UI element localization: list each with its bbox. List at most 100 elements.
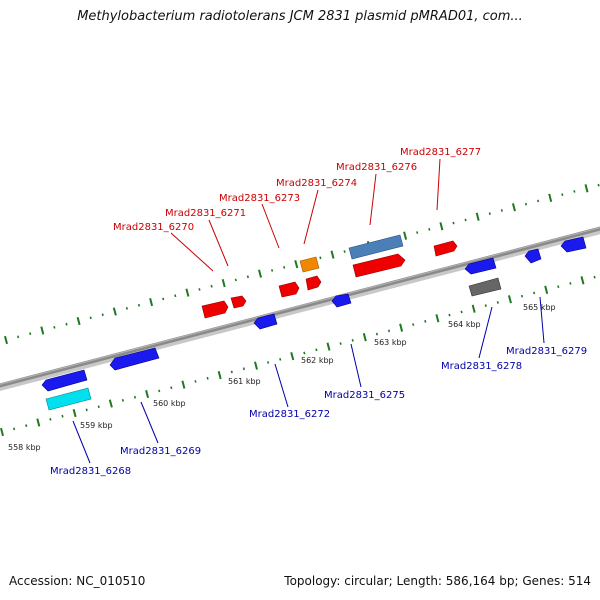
upper-tick-5 bbox=[65, 322, 68, 326]
lower-tick-12 bbox=[145, 389, 150, 399]
gene-mrad2831-6268[interactable] bbox=[41, 369, 88, 392]
gene-label-6275[interactable]: Mrad2831_6275 bbox=[324, 390, 405, 401]
gene-label-6272[interactable]: Mrad2831_6272 bbox=[249, 409, 330, 420]
upper-tick-37 bbox=[452, 221, 455, 225]
lower-tick-11 bbox=[133, 395, 137, 399]
lower-tick-47 bbox=[569, 282, 572, 285]
upper-tick-33 bbox=[403, 231, 408, 240]
upper-tick-40 bbox=[488, 212, 491, 215]
lower-tick-49 bbox=[593, 275, 596, 279]
lower-tick-31 bbox=[375, 332, 378, 336]
lower-tick-24 bbox=[290, 352, 295, 361]
lower-tick-37 bbox=[448, 313, 451, 317]
gene-label-6269[interactable]: Mrad2831_6269 bbox=[120, 446, 201, 457]
gene-label-6268[interactable]: Mrad2831_6268 bbox=[50, 466, 131, 477]
gene-label-6279[interactable]: Mrad2831_6279 bbox=[506, 346, 587, 357]
upper-tick-0 bbox=[4, 335, 8, 345]
gene-mrad2831-6274[interactable] bbox=[305, 275, 322, 291]
lower-tick-34 bbox=[412, 323, 415, 326]
lower-tick-17 bbox=[206, 376, 209, 380]
upper-tick-8 bbox=[101, 313, 104, 317]
lower-tick-20 bbox=[242, 367, 245, 371]
upper-tick-24 bbox=[294, 260, 299, 269]
gene-mrad2831-6270[interactable] bbox=[201, 300, 229, 319]
upper-tick-18 bbox=[221, 278, 226, 288]
upper-tick-15 bbox=[185, 288, 190, 297]
forward-leader-lines bbox=[170, 158, 441, 272]
gene-orange[interactable] bbox=[299, 256, 320, 273]
upper-tick-49 bbox=[597, 183, 600, 187]
gene-label-6276[interactable]: Mrad2831_6276 bbox=[336, 162, 417, 173]
gene-cyan[interactable] bbox=[45, 387, 92, 411]
gene-mrad2831-6273[interactable] bbox=[278, 281, 300, 298]
gene-mrad2831-6276[interactable] bbox=[352, 253, 406, 278]
gene-label-6270[interactable]: Mrad2831_6270 bbox=[113, 222, 194, 233]
upper-scale-track bbox=[4, 183, 600, 345]
upper-tick-41 bbox=[500, 209, 503, 212]
leader-6270 bbox=[170, 232, 214, 272]
gene-gray[interactable] bbox=[468, 277, 502, 297]
gene-label-6278[interactable]: Mrad2831_6278 bbox=[441, 361, 522, 372]
lower-tick-35 bbox=[424, 320, 427, 323]
gene-mrad2831-6275[interactable] bbox=[331, 293, 352, 308]
leader-6275 bbox=[350, 343, 362, 388]
upper-tick-20 bbox=[246, 275, 249, 279]
scale-label-562: 562 kbp bbox=[301, 356, 334, 365]
upper-tick-38 bbox=[464, 218, 467, 222]
upper-tick-46 bbox=[561, 193, 564, 197]
scale-label-561: 561 kbp bbox=[228, 377, 261, 386]
gene-reverse-edge[interactable] bbox=[560, 236, 587, 253]
scale-label-560: 560 kbp bbox=[153, 399, 186, 408]
lower-scale-track bbox=[0, 275, 596, 437]
topology-text: Topology: circular; Length: 586,164 bp; … bbox=[284, 574, 591, 588]
upper-tick-7 bbox=[89, 316, 92, 320]
upper-tick-2 bbox=[29, 332, 32, 336]
gene-label-6277[interactable]: Mrad2831_6277 bbox=[400, 147, 481, 158]
lower-tick-40 bbox=[484, 304, 487, 307]
gene-label-6274[interactable]: Mrad2831_6274 bbox=[276, 178, 357, 189]
leader-6278 bbox=[478, 306, 493, 359]
forward-genes bbox=[201, 234, 458, 319]
gene-label-6273[interactable]: Mrad2831_6273 bbox=[219, 193, 300, 204]
reverse-gene-labels: Mrad2831_6268 Mrad2831_6269 Mrad2831_627… bbox=[50, 346, 587, 477]
gene-mrad2831-6271[interactable] bbox=[230, 295, 247, 309]
upper-tick-9 bbox=[112, 307, 117, 316]
gene-mrad2831-6278[interactable] bbox=[464, 257, 497, 275]
gene-steelblue[interactable] bbox=[348, 234, 404, 260]
gene-label-6271[interactable]: Mrad2831_6271 bbox=[165, 208, 246, 219]
upper-tick-47 bbox=[573, 190, 576, 193]
leader-6276 bbox=[369, 173, 377, 226]
upper-tick-39 bbox=[475, 212, 480, 221]
gene-mrad2831-6277[interactable] bbox=[433, 240, 458, 257]
leader-6272 bbox=[274, 363, 289, 408]
lower-tick-14 bbox=[170, 386, 173, 390]
gene-mrad2831-6279[interactable] bbox=[524, 248, 542, 264]
upper-tick-14 bbox=[174, 294, 177, 298]
upper-tick-3 bbox=[40, 326, 45, 335]
upper-tick-27 bbox=[330, 250, 335, 259]
lower-tick-36 bbox=[435, 314, 440, 323]
scale-label-565: 565 kbp bbox=[523, 303, 556, 312]
gene-mrad2831-6269[interactable] bbox=[109, 347, 160, 371]
scale-label-563: 563 kbp bbox=[374, 338, 407, 347]
lower-tick-27 bbox=[326, 342, 331, 351]
upper-tick-23 bbox=[283, 265, 286, 269]
genome-backbone bbox=[0, 226, 600, 388]
lower-tick-1 bbox=[13, 427, 16, 431]
backbone-highlight bbox=[0, 227, 600, 385]
lower-tick-43 bbox=[520, 294, 524, 298]
upper-tick-11 bbox=[137, 303, 141, 307]
lower-tick-32 bbox=[387, 329, 391, 333]
leader-6268 bbox=[72, 420, 91, 464]
upper-tick-34 bbox=[416, 231, 419, 234]
lower-tick-42 bbox=[507, 295, 512, 304]
upper-tick-48 bbox=[584, 184, 589, 193]
lower-tick-29 bbox=[351, 338, 354, 342]
lower-tick-33 bbox=[399, 323, 404, 332]
upper-tick-45 bbox=[548, 193, 553, 202]
lower-tick-19 bbox=[230, 370, 233, 374]
gene-mrad2831-6272[interactable] bbox=[253, 313, 278, 330]
lower-tick-10 bbox=[121, 399, 124, 402]
upper-tick-12 bbox=[149, 297, 154, 307]
